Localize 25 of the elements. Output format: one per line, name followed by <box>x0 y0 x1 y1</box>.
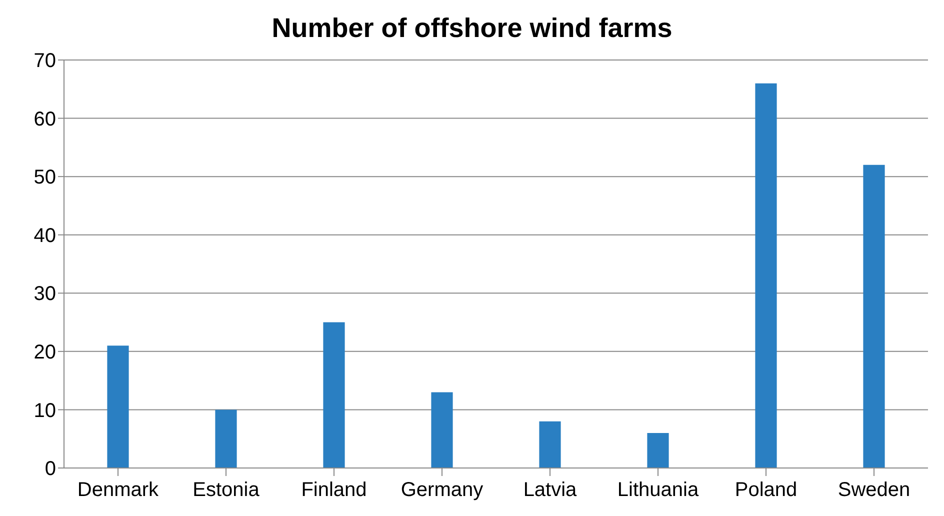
y-tick-label: 60 <box>34 108 56 130</box>
x-tick-label: Germany <box>400 479 484 502</box>
x-tick-label: Sweden <box>838 479 910 502</box>
bar <box>539 421 561 468</box>
x-tick-label: Lithuania <box>617 479 700 502</box>
bar <box>431 392 453 468</box>
y-tick-label: 20 <box>34 342 56 364</box>
y-tick-label: 50 <box>34 166 56 189</box>
y-tick-label: 0 <box>44 458 56 480</box>
x-tick-label: Latvia <box>523 479 578 502</box>
bar <box>107 346 129 468</box>
x-tick-label: Finland <box>301 479 367 502</box>
y-tick-label: 70 <box>34 50 56 72</box>
x-tick-label: Poland <box>734 479 798 502</box>
y-tick-label: 40 <box>34 224 56 247</box>
bar <box>863 164 885 468</box>
y-tick-label: 10 <box>34 400 56 422</box>
bar <box>647 433 669 468</box>
chart-title: Number of offshore wind farms <box>270 12 674 45</box>
bar <box>215 410 237 468</box>
x-tick-label: Estonia <box>192 479 260 502</box>
x-tick-label: Denmark <box>77 479 160 502</box>
y-tick-label: 30 <box>34 283 56 306</box>
bar <box>755 83 777 468</box>
bar <box>323 322 345 468</box>
